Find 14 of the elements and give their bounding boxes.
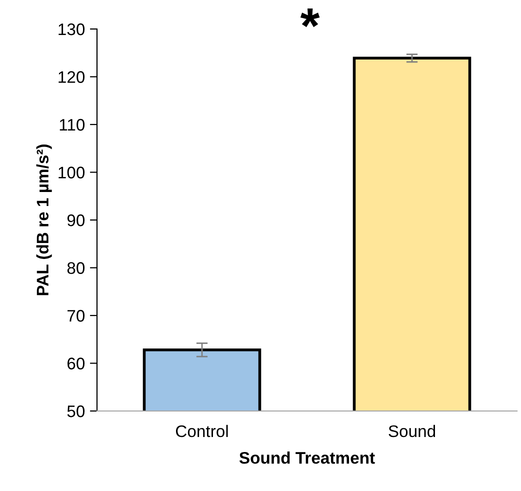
x-axis-title: Sound Treatment xyxy=(239,452,375,464)
x-tick-label: Sound xyxy=(388,424,436,438)
x-tick-label: Control xyxy=(176,424,228,438)
y-tick-label: 110 xyxy=(60,118,85,131)
y-tick-label: 120 xyxy=(58,71,85,83)
y-tick-label: 130 xyxy=(58,23,85,36)
y-axis-title: PAL (dB re 1 µm/s²) xyxy=(36,144,52,296)
y-tick-label: 50 xyxy=(67,405,85,418)
y-tick-label: 80 xyxy=(67,262,85,274)
y-tick-label: 60 xyxy=(68,358,85,370)
y-tick-label: 100 xyxy=(58,166,85,178)
text: * xyxy=(300,8,320,28)
y-tick-label: 70 xyxy=(68,310,85,322)
y-tick-label: 90 xyxy=(67,214,85,226)
